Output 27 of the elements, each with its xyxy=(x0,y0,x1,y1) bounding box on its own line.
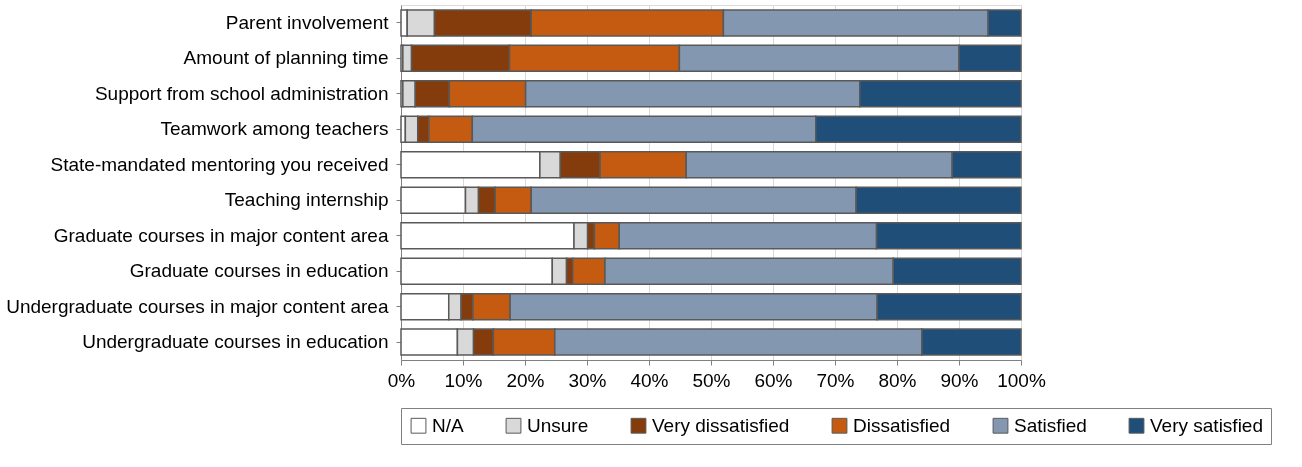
y-tick-label: Undergraduate courses in education xyxy=(82,331,389,353)
y-tick-label: Teamwork among teachers xyxy=(160,118,389,140)
x-tick-label: 0% xyxy=(387,369,416,391)
x-tick-label: 80% xyxy=(878,369,917,391)
y-tick-label: Amount of planning time xyxy=(183,47,389,69)
y-tick-label: Parent involvement xyxy=(225,11,390,33)
x-tick-label: 70% xyxy=(816,369,855,391)
legend-label: Very dissatisfied xyxy=(652,414,790,436)
y-tick-label: Teaching internship xyxy=(224,189,389,211)
x-tick-label: 90% xyxy=(940,369,979,391)
y-tick-label: Graduate courses in major content area xyxy=(53,224,389,246)
x-tick-label: 10% xyxy=(444,369,483,391)
legend-label: Unsure xyxy=(527,414,589,436)
x-tick-label: 100% xyxy=(997,369,1046,391)
legend-label: Dissatisfied xyxy=(853,414,951,436)
legend-label: N/A xyxy=(432,414,464,436)
y-tick-label: Support from school administration xyxy=(94,82,389,104)
y-tick-label: Undergraduate courses in major content area xyxy=(6,295,389,317)
y-tick-label: State-mandated mentoring you received xyxy=(50,153,389,175)
y-tick-label: Graduate courses in education xyxy=(129,260,389,282)
x-tick-label: 60% xyxy=(754,369,793,391)
legend-label: Very satisfied xyxy=(1150,414,1263,436)
x-tick-label: 40% xyxy=(630,369,669,391)
x-tick-label: 50% xyxy=(692,369,731,391)
legend-label: Satisfied xyxy=(1014,414,1087,436)
x-tick-label: 30% xyxy=(568,369,607,391)
x-tick-label: 20% xyxy=(506,369,545,391)
